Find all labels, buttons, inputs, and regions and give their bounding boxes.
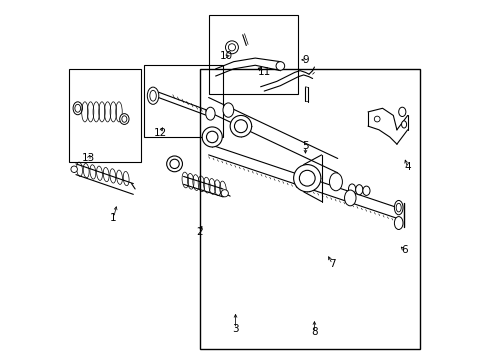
Circle shape: [225, 41, 238, 54]
Circle shape: [206, 131, 218, 143]
Ellipse shape: [120, 114, 129, 125]
Circle shape: [299, 170, 314, 186]
Bar: [69, 69, 140, 162]
Circle shape: [234, 120, 247, 133]
Circle shape: [276, 62, 284, 70]
Ellipse shape: [223, 103, 233, 117]
Text: 8: 8: [310, 327, 317, 337]
Ellipse shape: [348, 184, 355, 194]
Circle shape: [221, 190, 228, 197]
Ellipse shape: [355, 185, 362, 195]
Ellipse shape: [122, 116, 126, 122]
Text: 4: 4: [404, 162, 410, 172]
Text: 12: 12: [153, 129, 166, 138]
Text: 2: 2: [196, 227, 203, 237]
Circle shape: [71, 166, 77, 172]
Bar: [208, 15, 298, 94]
Circle shape: [228, 44, 235, 51]
Circle shape: [169, 159, 179, 168]
Ellipse shape: [75, 104, 81, 112]
Ellipse shape: [394, 201, 402, 215]
Text: 6: 6: [400, 245, 407, 255]
Ellipse shape: [73, 102, 82, 115]
Text: 9: 9: [302, 55, 308, 65]
Text: 13: 13: [81, 153, 95, 163]
Bar: [144, 65, 223, 137]
Ellipse shape: [398, 107, 405, 117]
Bar: [199, 69, 419, 348]
Circle shape: [293, 165, 320, 192]
Text: 1: 1: [110, 213, 117, 222]
Ellipse shape: [149, 90, 156, 101]
Ellipse shape: [395, 203, 400, 212]
Ellipse shape: [344, 190, 355, 206]
Text: 5: 5: [302, 141, 308, 151]
Text: 7: 7: [328, 259, 335, 269]
Ellipse shape: [394, 217, 402, 229]
Text: 11: 11: [257, 67, 270, 77]
Ellipse shape: [329, 173, 342, 191]
Text: 10: 10: [220, 51, 233, 61]
Ellipse shape: [147, 87, 159, 104]
Text: 3: 3: [232, 324, 238, 334]
Circle shape: [202, 127, 222, 147]
Ellipse shape: [205, 107, 215, 120]
Circle shape: [166, 156, 182, 172]
Circle shape: [373, 116, 379, 122]
Ellipse shape: [362, 186, 369, 195]
Circle shape: [230, 116, 251, 137]
Ellipse shape: [401, 121, 406, 128]
